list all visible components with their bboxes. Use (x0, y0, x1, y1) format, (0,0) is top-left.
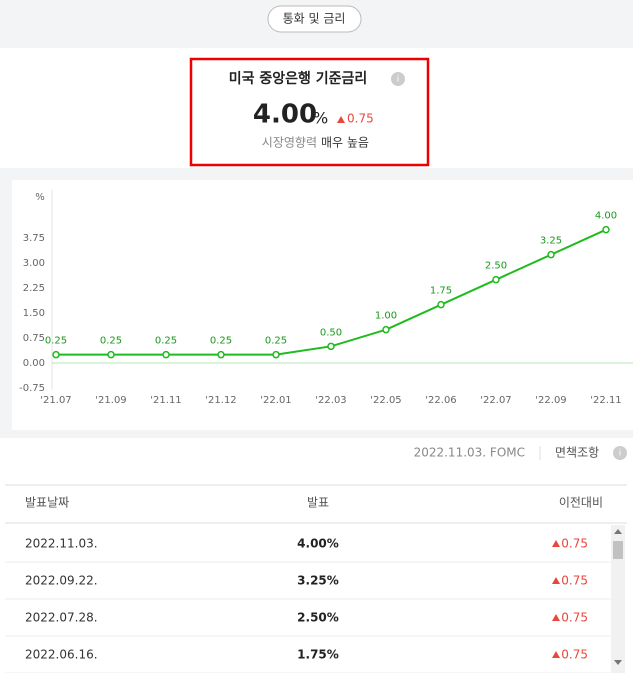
x-tick-label: '21.12 (205, 395, 236, 406)
table: 발표날짜 발표 이전대비 2022.11.03. 4.00% 0.75 2022.09.22… (5, 484, 627, 674)
data-label: 0.25 (155, 336, 177, 347)
up-icon (552, 651, 560, 658)
x-tick-label: '21.09 (95, 395, 126, 406)
point (492, 275, 500, 284)
point (382, 325, 390, 334)
point (162, 350, 170, 359)
up-icon (552, 577, 560, 584)
point (327, 342, 335, 351)
cell-change: 0.75 (561, 611, 588, 625)
cell-date: 2022.07.28. (25, 611, 98, 625)
scrollbar[interactable] (611, 525, 625, 673)
up-icon (552, 540, 560, 547)
title: 미국 중앙은행 기준금리 (229, 70, 368, 87)
cell-date: 2022.09.22. (25, 574, 98, 588)
x-tick-label: '21.07 (40, 395, 71, 406)
cell-rate: 2.50% (297, 611, 339, 625)
divider (0, 180, 12, 438)
rate-unit: % (313, 109, 328, 128)
column-header: 발표 (307, 496, 329, 510)
y-axis-label: % (35, 192, 45, 203)
x-tick-label: '22.01 (260, 395, 291, 406)
cell-date: 2022.06.16. (25, 648, 98, 662)
divider (0, 430, 633, 438)
x-tick-label: '22.06 (425, 395, 456, 406)
point (217, 350, 225, 359)
data-label: 1.75 (430, 286, 452, 297)
y-tick-label: 0.75 (23, 333, 45, 344)
data-label: 0.25 (210, 336, 232, 347)
tab-button[interactable] (267, 5, 362, 33)
x-tick-label: '22.05 (370, 395, 401, 406)
disclaimer[interactable]: 면책조항 (555, 445, 599, 460)
point (107, 350, 115, 359)
x-tick-label: '22.11 (590, 395, 621, 406)
y-tick-label: 1.50 (23, 308, 45, 319)
x-tick-label: '22.09 (535, 395, 566, 406)
influence-label: 시장영향력 (262, 136, 317, 150)
data-label: 0.25 (100, 336, 122, 347)
influence: 매우 높음 (321, 136, 369, 150)
tab-label[interactable]: 통화 및 금리 (283, 12, 346, 26)
up-icon (337, 116, 345, 123)
chart: % -0.75 0.00 0.75 1.50 2.25 3.00 3.75 '21.07 '21.… (19, 190, 633, 406)
cell-change: 0.75 (561, 648, 588, 662)
cell-change: 0.75 (561, 574, 588, 588)
point (52, 350, 60, 359)
info-i: i (397, 75, 400, 85)
cell-date: 2022.11.03. (25, 537, 98, 551)
column-header: 이전대비 (559, 496, 603, 510)
x-tick-label: '22.03 (315, 395, 346, 406)
info-icon[interactable] (391, 72, 405, 86)
info-i: i (619, 449, 622, 459)
y-tick-label: -0.75 (19, 383, 45, 394)
data-label: 0.50 (320, 327, 342, 338)
y-tick-label: 3.00 (23, 258, 45, 269)
data-label: 3.25 (540, 236, 562, 247)
cell-rate: 3.25% (297, 574, 339, 588)
x-tick-label: '21.11 (150, 395, 181, 406)
y-tick-label: 2.25 (23, 283, 45, 294)
point (272, 350, 280, 359)
scroll-thumb[interactable] (613, 541, 623, 559)
rate-value: 4.00 (253, 100, 317, 130)
rate-change: 0.75 (347, 112, 374, 126)
cell-change: 0.75 (561, 537, 588, 551)
source-date: 2022.11.03. FOMC (414, 446, 525, 460)
chart-clip: % -0.75 0.00 0.75 1.50 2.25 3.00 3.75 '21.07 '21.… (19, 190, 633, 406)
highlight-box (189, 57, 430, 167)
y-tick-label: 0.00 (23, 358, 45, 369)
point (602, 225, 610, 234)
divider (0, 168, 633, 180)
data-label: 0.25 (45, 336, 67, 347)
data-label: 4.00 (595, 211, 617, 222)
column-header: 발표날짜 (25, 496, 69, 510)
data-label: 0.25 (265, 336, 287, 347)
cell-rate: 1.75% (297, 648, 339, 662)
x-tick-label: '22.07 (480, 395, 511, 406)
info-icon[interactable] (613, 446, 627, 460)
cell-rate: 4.00% (297, 537, 339, 551)
data-label: 1.00 (375, 311, 397, 322)
point (547, 250, 555, 259)
data-label: 2.50 (485, 261, 507, 272)
point (437, 300, 445, 309)
up-icon (552, 614, 560, 621)
y-tick-label: 3.75 (23, 233, 45, 244)
